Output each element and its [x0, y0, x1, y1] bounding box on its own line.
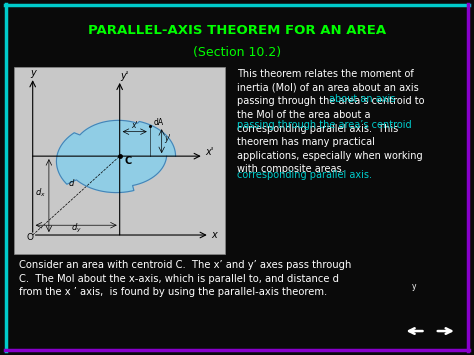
Text: about an axis: about an axis	[329, 94, 396, 104]
Text: (Section 10.2): (Section 10.2)	[193, 46, 281, 59]
Text: y': y'	[164, 134, 171, 143]
Text: $d_x$: $d_x$	[35, 187, 46, 199]
Text: x: x	[211, 230, 217, 240]
Text: d: d	[69, 179, 74, 188]
Text: $d_y$: $d_y$	[71, 222, 82, 235]
Text: Consider an area with centroid C.  The x’ and y’ axes pass through
C.  The MoI a: Consider an area with centroid C. The x’…	[19, 260, 351, 284]
Polygon shape	[56, 120, 175, 193]
Text: PARALLEL-AXIS THEOREM FOR AN AREA: PARALLEL-AXIS THEOREM FOR AN AREA	[88, 24, 386, 37]
Text: x': x'	[205, 147, 213, 157]
Text: corresponding parallel axis.: corresponding parallel axis.	[237, 170, 372, 180]
Text: x': x'	[131, 121, 138, 130]
Text: C: C	[125, 156, 132, 166]
Text: O: O	[27, 234, 34, 242]
Bar	[14, 67, 225, 254]
Text: y: y	[411, 282, 416, 291]
Text: from the x ’ axis,  is found by using the parallel-axis theorem.: from the x ’ axis, is found by using the…	[19, 287, 327, 297]
Text: dA: dA	[153, 118, 164, 127]
Text: passing through the area’s centroid: passing through the area’s centroid	[237, 120, 411, 130]
Text: y: y	[30, 68, 36, 78]
Text: This theorem relates the moment of
inertia (MoI) of an area about an axis
passin: This theorem relates the moment of inert…	[237, 69, 425, 174]
Text: y': y'	[120, 71, 128, 81]
